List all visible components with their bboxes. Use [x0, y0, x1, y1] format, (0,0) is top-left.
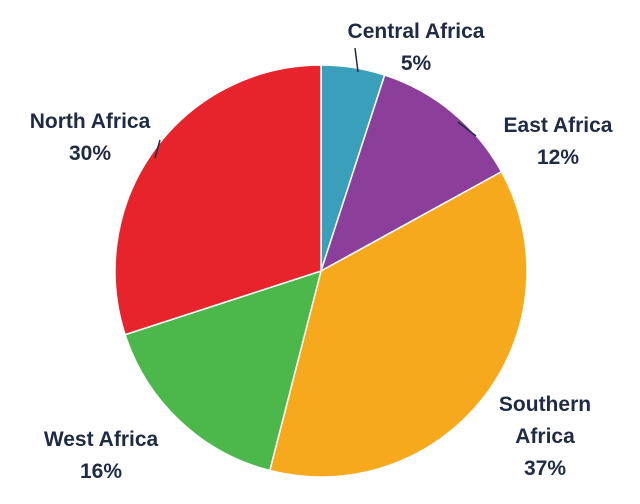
category-label: Southern Africa [498, 393, 592, 448]
leader-line [354, 47, 359, 73]
pie-slice [114, 64, 322, 336]
leader-line [154, 139, 161, 159]
value-label: 16% [79, 460, 123, 483]
pie-slice [268, 170, 528, 478]
data-label: East Africa 12% [478, 110, 638, 174]
data-label: West Africa 16% [21, 424, 181, 488]
value-label: 5% [400, 52, 432, 75]
leader-line [457, 121, 477, 137]
data-label: Southern Africa 37% [490, 389, 600, 485]
value-label: 12% [536, 146, 580, 169]
value-label: 37% [523, 457, 567, 480]
category-label: East Africa [503, 114, 613, 137]
data-label: Central Africa 5% [316, 16, 516, 80]
data-label: North Africa 30% [10, 106, 170, 170]
value-label: 30% [68, 142, 112, 165]
category-label: Central Africa [347, 20, 485, 43]
pie-slice [124, 269, 323, 472]
category-label: North Africa [29, 110, 151, 133]
pie-slice [319, 74, 503, 273]
category-label: West Africa [43, 428, 159, 451]
